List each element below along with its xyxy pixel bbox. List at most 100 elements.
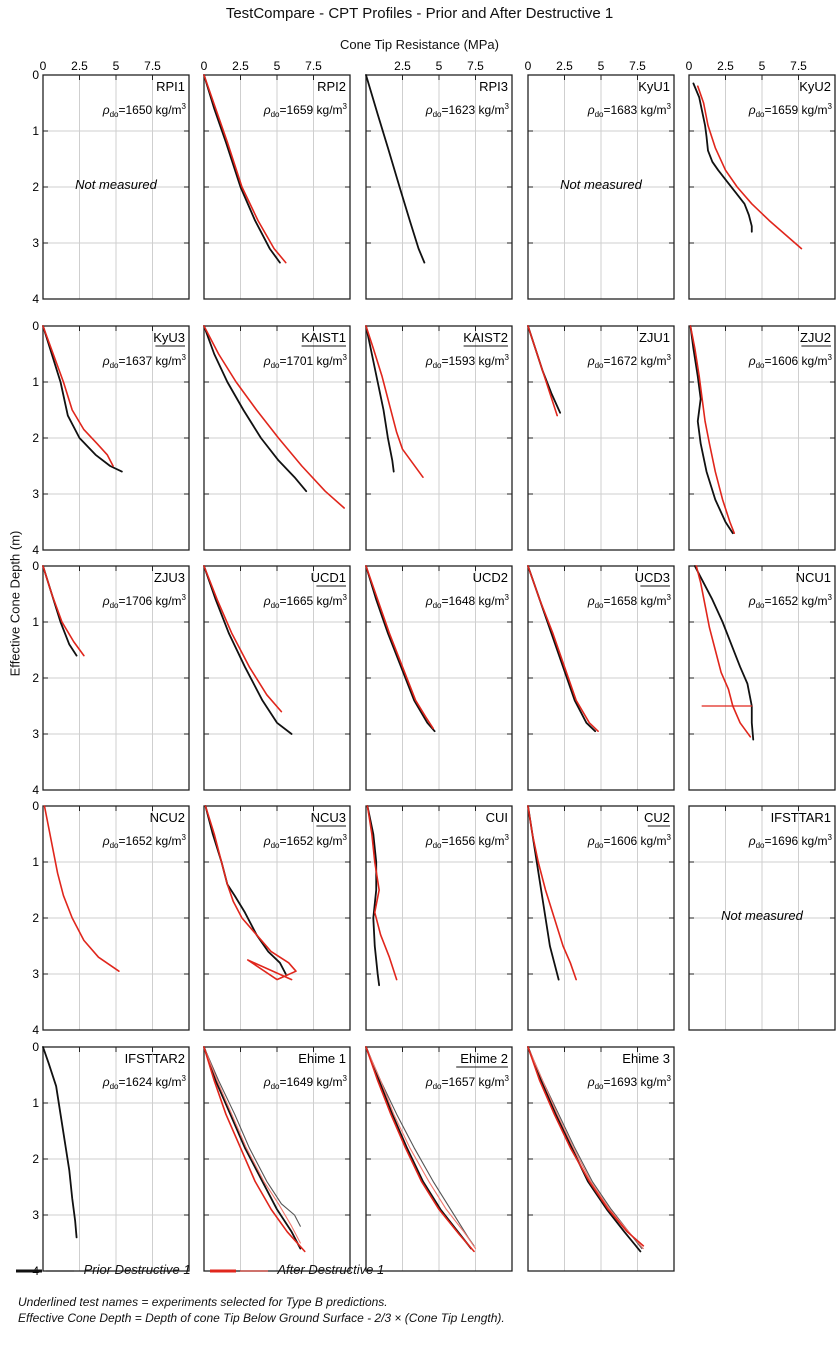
series-after-kyu3 bbox=[42, 325, 114, 467]
x-tick-label: 0 bbox=[686, 59, 693, 73]
panel-name-zju3: ZJU3 bbox=[154, 570, 185, 585]
panel-name-cui: CUI bbox=[486, 810, 508, 825]
panel-name-rpi2: RPI2 bbox=[317, 79, 346, 94]
series-after-ehime-1 bbox=[203, 1046, 306, 1253]
series-after-ehime-3 bbox=[527, 1046, 645, 1247]
y-tick-label: 0 bbox=[32, 559, 39, 573]
series-prior-ucd2 bbox=[365, 565, 436, 733]
panel-name-kyu2: KyU2 bbox=[799, 79, 831, 94]
x-tick-label: 2.5 bbox=[71, 59, 88, 73]
panel-density-ehime-1: ρdo=1649 kg/m3 bbox=[263, 1074, 348, 1091]
x-tick-label: 7.5 bbox=[144, 59, 161, 73]
panel-density-zju1: ρdo=1672 kg/m3 bbox=[587, 353, 672, 370]
x-tick-label: 5 bbox=[113, 59, 120, 73]
series-prior-ehime-1 bbox=[203, 1046, 302, 1250]
panel-name-kaist2: KAIST2 bbox=[463, 330, 508, 345]
series-prior-cui bbox=[366, 805, 381, 987]
series-prior-kaist1 bbox=[203, 325, 308, 493]
x-tick-label: 5 bbox=[598, 59, 605, 73]
panel-density-cu2: ρdo=1606 kg/m3 bbox=[587, 833, 672, 850]
x-tick-label: 5 bbox=[436, 59, 443, 73]
panel-density-zju3: ρdo=1706 kg/m3 bbox=[102, 593, 187, 610]
series-after-zju3 bbox=[42, 565, 85, 657]
panel-density-ucd2: ρdo=1648 kg/m3 bbox=[425, 593, 510, 610]
panel-name-kyu3: KyU3 bbox=[153, 330, 185, 345]
series-prior-zju2 bbox=[689, 325, 734, 535]
y-tick-label: 2 bbox=[32, 1152, 39, 1166]
panel-name-kaist1: KAIST1 bbox=[301, 330, 346, 345]
series-prior-rpi3 bbox=[365, 74, 426, 264]
x-tick-label: 7.5 bbox=[790, 59, 807, 73]
series-after-kaist2 bbox=[365, 325, 424, 479]
series-after-ucd2 bbox=[365, 565, 434, 730]
x-tick-label: 0 bbox=[525, 59, 532, 73]
series-after-kyu2 bbox=[696, 85, 803, 250]
y-tick-label: 0 bbox=[32, 799, 39, 813]
panel-density-ucd1: ρdo=1665 kg/m3 bbox=[263, 593, 348, 610]
panel-density-ehime-3: ρdo=1693 kg/m3 bbox=[587, 1074, 672, 1091]
panel-density-ifsttar1: ρdo=1696 kg/m3 bbox=[748, 833, 833, 850]
y-tick-label: 0 bbox=[32, 68, 39, 82]
legend-after-swatch bbox=[210, 1263, 270, 1278]
y-tick-label: 2 bbox=[32, 671, 39, 685]
series-after-ehime-2-b bbox=[365, 1046, 477, 1250]
y-tick-label: 0 bbox=[32, 319, 39, 333]
not-measured-kyu1: Not measured bbox=[560, 177, 642, 192]
legend-prior-swatch bbox=[16, 1263, 76, 1278]
y-tick-label: 3 bbox=[32, 236, 39, 250]
panel-name-zju2: ZJU2 bbox=[800, 330, 831, 345]
series-after-zju1 bbox=[527, 325, 559, 417]
x-tick-label: 5 bbox=[274, 59, 281, 73]
panel-name-cu2: CU2 bbox=[644, 810, 670, 825]
panel-density-kyu1: ρdo=1683 kg/m3 bbox=[587, 102, 672, 119]
series-prior-ifsttar2 bbox=[42, 1046, 78, 1239]
panel-density-ncu1: ρdo=1652 kg/m3 bbox=[748, 593, 833, 610]
panel-name-ifsttar1: IFSTTAR1 bbox=[771, 810, 831, 825]
series-prior-ucd3 bbox=[527, 565, 597, 733]
y-tick-label: 3 bbox=[32, 967, 39, 981]
y-tick-label: 3 bbox=[32, 727, 39, 741]
series-after-cui bbox=[366, 805, 398, 981]
series-after-ucd3 bbox=[527, 565, 599, 733]
panel-name-ncu1: NCU1 bbox=[796, 570, 831, 585]
y-tick-label: 1 bbox=[32, 615, 39, 629]
series-after-kaist1 bbox=[203, 325, 345, 509]
panel-density-ifsttar2: ρdo=1624 kg/m3 bbox=[102, 1074, 187, 1091]
y-tick-label: 4 bbox=[32, 783, 39, 797]
chart-title: TestCompare - CPT Profiles - Prior and A… bbox=[225, 5, 614, 22]
panel-name-ehime-3: Ehime 3 bbox=[622, 1051, 670, 1066]
legend-after-label: After Destructive 1 bbox=[277, 1262, 385, 1277]
series-after-ehime-2 bbox=[365, 1046, 475, 1253]
panel-name-kyu1: KyU1 bbox=[638, 79, 670, 94]
panel-name-ucd2: UCD2 bbox=[473, 570, 508, 585]
series-after-ucd1 bbox=[203, 565, 283, 713]
series-after-ehime-3-b bbox=[527, 1046, 644, 1250]
y-tick-label: 3 bbox=[32, 1208, 39, 1222]
x-tick-label: 2.5 bbox=[717, 59, 734, 73]
series-after-ncu1 bbox=[695, 565, 752, 738]
y-tick-label: 2 bbox=[32, 911, 39, 925]
panel-density-ncu3: ρdo=1652 kg/m3 bbox=[263, 833, 348, 850]
panel-name-zju1: ZJU1 bbox=[639, 330, 670, 345]
series-after-rpi2 bbox=[203, 74, 287, 264]
panel-name-rpi1: RPI1 bbox=[156, 79, 185, 94]
y-tick-label: 4 bbox=[32, 543, 39, 557]
panel-name-ucd1: UCD1 bbox=[311, 570, 346, 585]
panel-density-ehime-2: ρdo=1657 kg/m3 bbox=[425, 1074, 510, 1091]
panel-density-cui: ρdo=1656 kg/m3 bbox=[425, 833, 510, 850]
x-tick-label: 2.5 bbox=[394, 59, 411, 73]
y-tick-label: 1 bbox=[32, 1096, 39, 1110]
series-prior-ncu3 bbox=[204, 805, 287, 975]
panel-density-kaist1: ρdo=1701 kg/m3 bbox=[263, 353, 348, 370]
y-tick-label: 1 bbox=[32, 375, 39, 389]
panel-name-ncu3: NCU3 bbox=[311, 810, 346, 825]
y-tick-label: 3 bbox=[32, 487, 39, 501]
not-measured-rpi1: Not measured bbox=[75, 177, 157, 192]
panel-density-rpi2: ρdo=1659 kg/m3 bbox=[263, 102, 348, 119]
panel-density-kaist2: ρdo=1593 kg/m3 bbox=[425, 353, 510, 370]
x-tick-label: 7.5 bbox=[467, 59, 484, 73]
legend: Prior Destructive 1 After Destructive 1 bbox=[16, 1262, 384, 1278]
panel-name-rpi3: RPI3 bbox=[479, 79, 508, 94]
x-tick-label: 2.5 bbox=[232, 59, 249, 73]
